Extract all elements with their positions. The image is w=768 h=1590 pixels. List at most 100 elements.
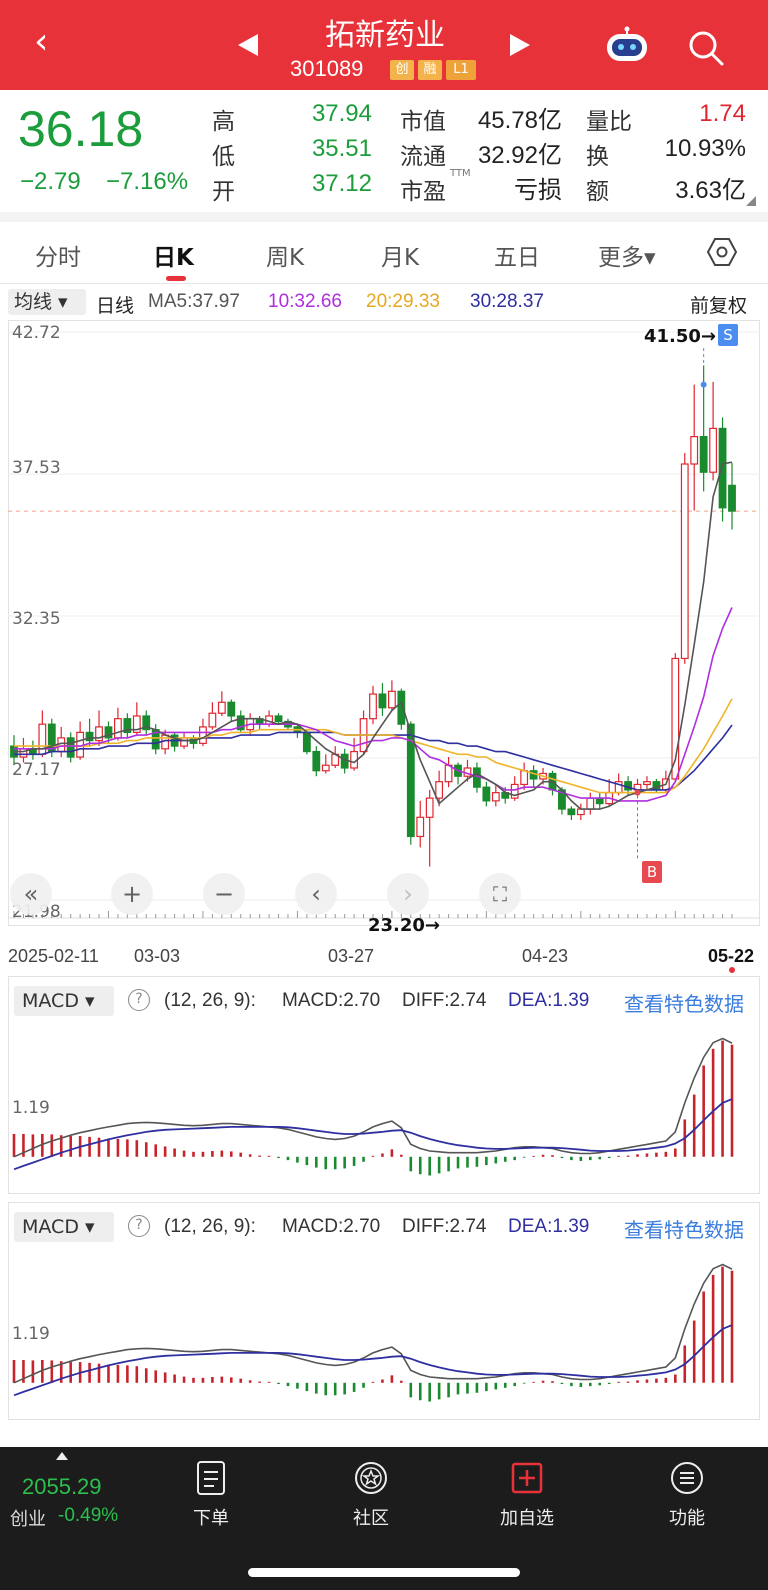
- macd-dropdown[interactable]: MACD ▾: [14, 1212, 114, 1242]
- macd-y-tick: 1.19: [12, 1324, 50, 1344]
- price-change-pct: −7.16%: [106, 168, 189, 195]
- nav-function-label: 功能: [669, 1508, 705, 1529]
- value-open: 37.12: [311, 170, 372, 197]
- robot-icon[interactable]: [604, 26, 650, 64]
- view-feature-data-link[interactable]: 查看特色数据: [624, 1218, 744, 1242]
- macd-chart[interactable]: [8, 1246, 760, 1420]
- candle-body: [586, 797, 595, 810]
- zoom-in-button[interactable]: +: [111, 873, 153, 915]
- y-tick: 27.17: [12, 760, 61, 780]
- diff-value: DIFF:2.74: [402, 1216, 487, 1237]
- candle-body: [274, 715, 283, 723]
- ma30-value: 30:28.37: [470, 291, 544, 312]
- x-tick: 05-22: [708, 946, 755, 966]
- tab-more[interactable]: 更多▾: [598, 245, 656, 271]
- expand-corner-icon[interactable]: [746, 196, 756, 206]
- dea-value: DEA:1.39: [508, 990, 590, 1011]
- candle-body: [567, 808, 576, 816]
- candle-body: [208, 712, 217, 728]
- nav-order-label: 下单: [193, 1508, 229, 1529]
- triangle-right-icon[interactable]: [510, 34, 530, 56]
- jump-first-button[interactable]: «: [10, 873, 52, 915]
- label-market-cap: 市值: [400, 109, 446, 135]
- value-high: 37.94: [311, 100, 372, 127]
- tab-five-day[interactable]: 五日: [494, 245, 540, 271]
- label-pe-ttm: TTM: [450, 168, 471, 179]
- stock-code: 301089: [290, 56, 364, 81]
- help-icon[interactable]: ?: [128, 989, 150, 1011]
- x-tick: 2025-02-11: [8, 946, 99, 966]
- buy-marker[interactable]: B: [642, 861, 662, 883]
- candle-body: [369, 693, 377, 720]
- fullscreen-button[interactable]: ⛶: [479, 873, 521, 915]
- candle-body: [435, 781, 444, 799]
- macd-dropdown[interactable]: MACD ▾: [14, 986, 114, 1016]
- nav-function[interactable]: 功能: [642, 1460, 732, 1530]
- chevron-left-icon[interactable]: ‹: [34, 21, 49, 62]
- period-label: 日线: [96, 296, 135, 317]
- value-market-cap: 45.78亿: [477, 107, 562, 134]
- x-tick: 03-03: [134, 946, 181, 966]
- kline-chart[interactable]: [8, 320, 760, 926]
- current-date-dot: [729, 967, 735, 973]
- candle-body: [142, 715, 151, 731]
- divider: [0, 212, 768, 222]
- ma5-line: [14, 461, 733, 810]
- label-float-cap: 流通: [400, 144, 446, 170]
- nav-add-watchlist[interactable]: 加自选: [482, 1460, 572, 1530]
- label-turnover: 换: [586, 144, 609, 170]
- candle-body: [699, 436, 708, 473]
- view-feature-data-link[interactable]: 查看特色数据: [624, 992, 744, 1016]
- label-pe: 市盈: [400, 179, 446, 205]
- index-value[interactable]: 2055.29: [22, 1474, 102, 1499]
- label-low: 低: [212, 144, 235, 170]
- y-tick: 42.72: [12, 323, 61, 343]
- help-icon[interactable]: ?: [128, 1215, 150, 1237]
- ma10-value: 10:32.66: [268, 291, 342, 312]
- candle-body: [709, 427, 718, 473]
- macd-value: MACD:2.70: [282, 1216, 381, 1237]
- candle-body: [199, 726, 207, 744]
- index-name: 创业: [10, 1509, 46, 1530]
- hexagon-settings-icon[interactable]: [706, 236, 738, 268]
- candle-body: [236, 715, 245, 731]
- ma20-line: [14, 698, 733, 794]
- candle-body: [406, 723, 415, 838]
- x-tick: 03-27: [328, 946, 375, 966]
- triangle-left-icon[interactable]: [238, 34, 258, 56]
- scroll-left-button[interactable]: ‹: [295, 873, 337, 915]
- search-icon[interactable]: [686, 28, 726, 68]
- candle-body: [19, 748, 28, 758]
- value-volume-ratio: 1.74: [699, 100, 746, 127]
- zoom-out-button[interactable]: −: [203, 873, 245, 915]
- tab-intraday[interactable]: 分时: [35, 245, 81, 271]
- nav-community[interactable]: 社区: [326, 1460, 416, 1530]
- tag-l1: L1: [446, 60, 476, 80]
- home-indicator: [248, 1568, 520, 1577]
- tab-weekly-k[interactable]: 周K: [266, 245, 305, 271]
- add-watchlist-icon: [511, 1462, 543, 1494]
- indicator-dropdown[interactable]: 均线 ▾: [8, 289, 86, 315]
- ma20-value: 20:29.33: [366, 291, 440, 312]
- price-adjust-toggle[interactable]: 前复权: [690, 296, 748, 317]
- label-amount: 额: [586, 179, 609, 205]
- sell-point-dot: [700, 381, 707, 388]
- dea-value: DEA:1.39: [508, 1216, 590, 1237]
- ma10-line: [14, 607, 733, 802]
- tab-daily-k[interactable]: 日K: [153, 245, 194, 271]
- diff-line: [13, 1037, 733, 1158]
- value-pe: 亏损: [514, 177, 562, 204]
- tab-monthly-k[interactable]: 月K: [381, 245, 420, 271]
- candle-body: [227, 701, 236, 717]
- order-document-icon: [197, 1461, 225, 1495]
- expand-up-icon[interactable]: [56, 1452, 68, 1460]
- tag-chinext: 创: [390, 60, 414, 80]
- x-tick: 04-23: [522, 946, 569, 966]
- sell-marker[interactable]: S: [718, 324, 738, 346]
- scroll-right-button[interactable]: ›: [387, 873, 429, 915]
- candle-body: [671, 657, 680, 780]
- candle-body: [132, 715, 141, 733]
- macd-chart[interactable]: [8, 1020, 760, 1194]
- nav-order[interactable]: 下单: [166, 1460, 256, 1530]
- value-turnover: 10.93%: [664, 135, 746, 162]
